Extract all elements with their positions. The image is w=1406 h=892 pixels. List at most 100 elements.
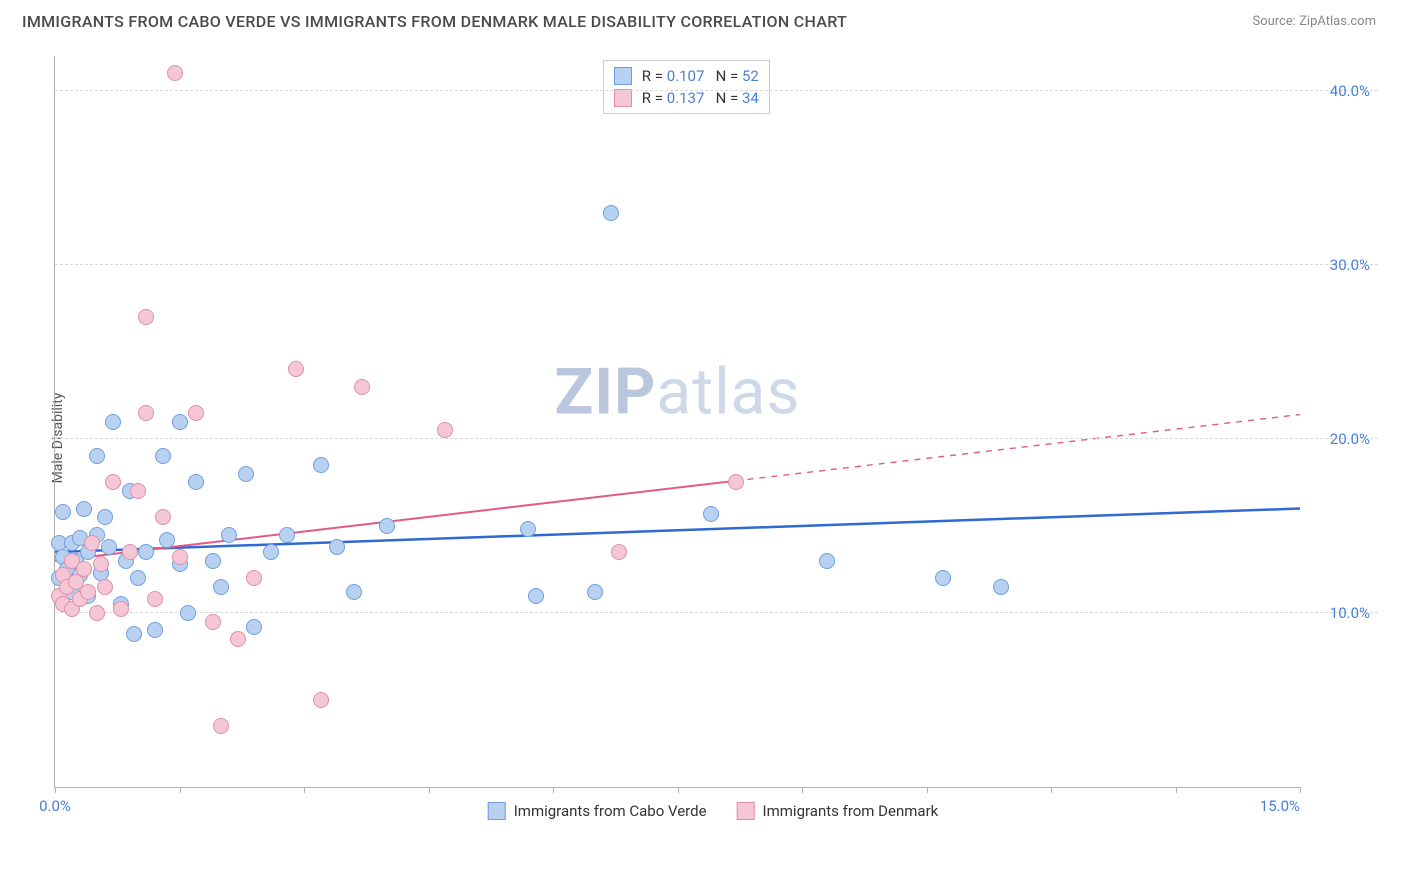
legend-bottom: Immigrants from Cabo Verde Immigrants fr…	[488, 802, 939, 820]
data-point	[172, 556, 188, 572]
data-point	[89, 527, 105, 543]
y-tick-label: 30.0%	[1330, 256, 1370, 274]
n-label: N =	[716, 67, 739, 85]
data-point	[59, 579, 75, 595]
data-point	[246, 570, 262, 586]
data-point	[84, 535, 100, 551]
data-point	[68, 553, 84, 569]
data-point	[72, 567, 88, 583]
data-point	[122, 544, 138, 560]
x-tick	[180, 787, 181, 793]
data-point	[138, 544, 154, 560]
gridline	[55, 264, 1378, 265]
x-tick	[1176, 787, 1177, 793]
data-point	[263, 544, 279, 560]
data-point	[935, 570, 951, 586]
data-point	[55, 567, 71, 583]
data-point	[993, 579, 1009, 595]
swatch-series-0	[614, 67, 632, 85]
x-tick	[304, 787, 305, 793]
data-point	[188, 474, 204, 490]
x-tick-label: 0.0%	[39, 797, 71, 815]
data-point	[51, 570, 67, 586]
data-point	[313, 457, 329, 473]
data-point	[130, 483, 146, 499]
data-point	[587, 584, 603, 600]
data-point	[205, 553, 221, 569]
data-point	[113, 601, 129, 617]
data-point	[147, 622, 163, 638]
gridline	[55, 612, 1378, 613]
data-point	[172, 549, 188, 565]
data-point	[64, 601, 80, 617]
x-tick	[927, 787, 928, 793]
x-tick	[429, 787, 430, 793]
trend-lines	[55, 56, 1300, 787]
data-point	[188, 405, 204, 421]
y-tick-label: 20.0%	[1330, 430, 1370, 448]
n-value-1: 34	[742, 89, 759, 107]
data-point	[64, 553, 80, 569]
legend-stats: R = 0.107 N = 52 R = 0.137 N = 34	[603, 60, 770, 114]
data-point	[437, 422, 453, 438]
data-point	[703, 506, 719, 522]
data-point	[76, 561, 92, 577]
data-point	[180, 605, 196, 621]
x-tick	[1300, 787, 1301, 793]
data-point	[80, 588, 96, 604]
data-point	[122, 483, 138, 499]
legend-label-0: Immigrants from Cabo Verde	[514, 802, 707, 820]
legend-stats-row: R = 0.107 N = 52	[614, 65, 759, 87]
r-label: R =	[642, 67, 663, 85]
data-point	[379, 518, 395, 534]
data-point	[105, 414, 121, 430]
data-point	[520, 521, 536, 537]
gridline	[55, 438, 1378, 439]
data-point	[611, 544, 627, 560]
data-point	[313, 692, 329, 708]
data-point	[72, 591, 88, 607]
data-point	[246, 619, 262, 635]
data-point	[118, 553, 134, 569]
data-point	[238, 466, 254, 482]
r-stat-1: R = 0.137 N = 34	[642, 89, 759, 107]
plot-wrap: Male Disability ZIPatlas R = 0.107 N = 5…	[48, 48, 1378, 828]
data-point	[126, 626, 142, 642]
data-point	[93, 556, 109, 572]
data-point	[172, 414, 188, 430]
source-link[interactable]: ZipAtlas.com	[1299, 14, 1376, 29]
data-point	[68, 574, 84, 590]
data-point	[130, 570, 146, 586]
data-point	[105, 474, 121, 490]
data-point	[205, 614, 221, 630]
data-point	[55, 549, 71, 565]
source-prefix: Source:	[1252, 14, 1299, 29]
watermark: ZIPatlas	[555, 355, 801, 430]
data-point	[221, 527, 237, 543]
x-tick	[553, 787, 554, 793]
data-point	[64, 535, 80, 551]
legend-item-1: Immigrants from Denmark	[737, 802, 939, 820]
swatch-series-0	[488, 802, 506, 820]
data-point	[138, 405, 154, 421]
x-tick	[678, 787, 679, 793]
data-point	[528, 588, 544, 604]
data-point	[329, 539, 345, 555]
chart-title: IMMIGRANTS FROM CABO VERDE VS IMMIGRANTS…	[22, 12, 847, 31]
data-point	[55, 596, 71, 612]
data-point	[167, 65, 183, 81]
data-point	[138, 309, 154, 325]
data-point	[59, 561, 75, 577]
data-point	[155, 448, 171, 464]
legend-label-1: Immigrants from Denmark	[763, 802, 939, 820]
plot-area: ZIPatlas R = 0.107 N = 52 R = 0.137 N = …	[54, 56, 1300, 788]
data-point	[97, 579, 113, 595]
data-point	[101, 539, 117, 555]
data-point	[72, 530, 88, 546]
x-tick	[55, 787, 56, 793]
data-point	[51, 588, 67, 604]
data-point	[89, 448, 105, 464]
data-point	[80, 544, 96, 560]
data-point	[51, 535, 67, 551]
data-point	[159, 532, 175, 548]
